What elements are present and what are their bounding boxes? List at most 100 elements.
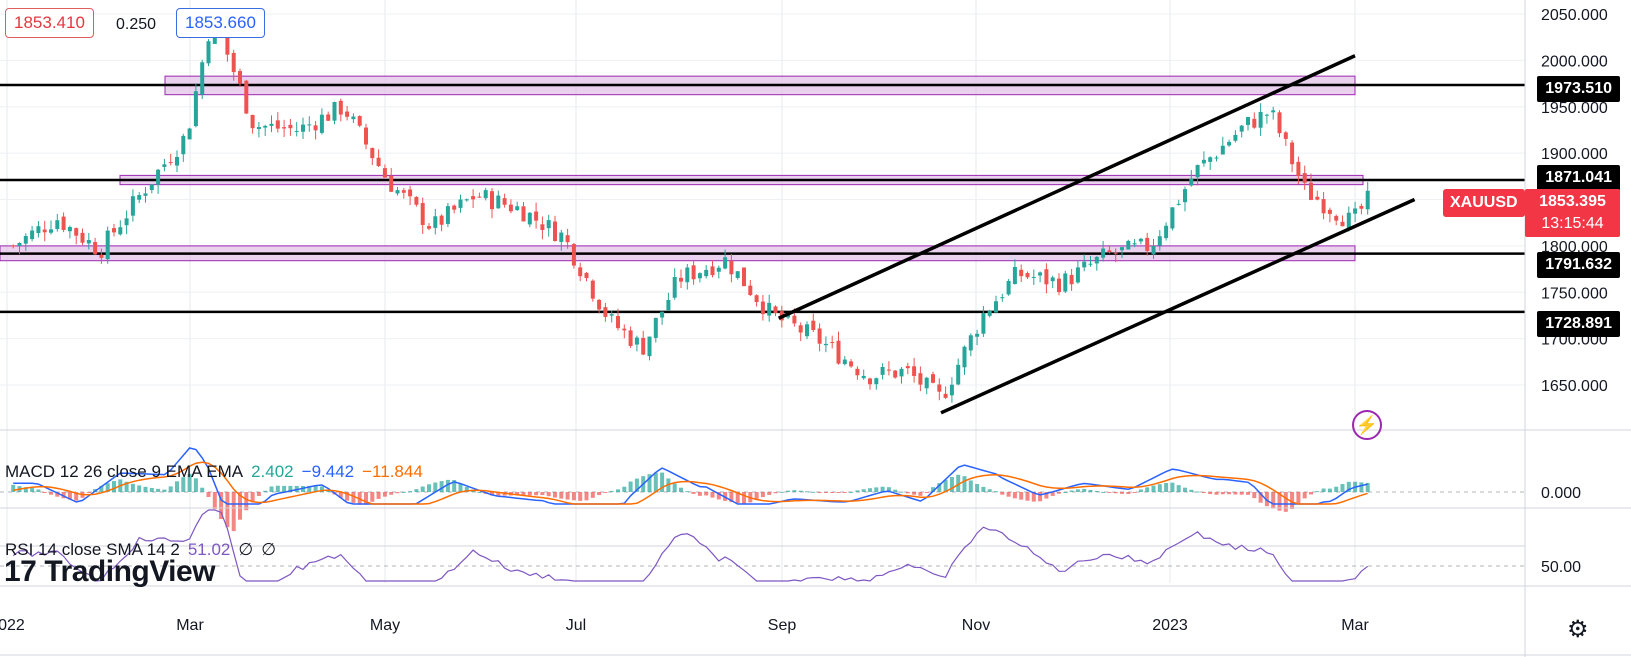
macd-hist-bar-18 (124, 481, 129, 492)
candle-body-150 (956, 364, 961, 385)
candle-body-48 (313, 125, 318, 131)
macd-hist-bar-25 (168, 486, 173, 492)
candle-body-191 (1214, 157, 1219, 159)
rsi-extra-2: ∅ (261, 540, 276, 559)
macd-hist-bar-194 (1233, 492, 1238, 495)
macd-hist-bar-199 (1264, 492, 1269, 507)
candle-body-17 (118, 227, 123, 235)
time-axis[interactable]: 2022 Mar May Jul Sep Nov 2023 Mar (0, 617, 1369, 634)
price-tick-1: 2000.000 (1541, 53, 1608, 70)
candle-body-84 (540, 224, 545, 231)
candle-body-183 (1164, 225, 1169, 239)
candle-body-81 (521, 206, 526, 222)
macd-hist-bar-90 (578, 492, 583, 501)
macd-hist-bar-48 (313, 485, 318, 492)
rsi-axis-tick: 50.00 (1541, 559, 1581, 576)
candle-body-96 (616, 316, 621, 329)
trend-channel (777, 54, 1416, 415)
price-tick-8: 1650.000 (1541, 378, 1608, 395)
candle-body-41 (269, 123, 274, 126)
macd-hist-bar-14 (99, 485, 104, 492)
macd-hist-bar-0 (11, 484, 16, 492)
macd-hist-bar-65 (420, 486, 425, 492)
candle-body-138 (880, 366, 885, 375)
lightning-icon[interactable]: ⚡ (1352, 410, 1382, 440)
candle-body-37 (244, 80, 249, 114)
channel-upper-line (777, 54, 1356, 320)
candle-body-142 (905, 366, 910, 369)
macd-hist-bar-105 (672, 483, 677, 492)
macd-hist-bar-191 (1214, 492, 1219, 495)
candle-body-155 (987, 310, 992, 316)
rsi-legend[interactable]: RSI 14 close SMA 14 2 51.02 ∅ ∅ (5, 540, 284, 560)
macd-hist-bar-204 (1296, 492, 1301, 504)
settings-gear-icon[interactable]: ⚙ (1567, 616, 1589, 643)
candle-body-201 (1277, 112, 1282, 134)
macd-hist-bar-203 (1290, 492, 1295, 510)
macd-hist-bar-15 (105, 483, 110, 492)
candle-body-0 (11, 245, 16, 247)
macd-hist-value: 2.402 (251, 462, 294, 481)
macd-hist-bar-39 (256, 492, 261, 497)
candle-body-95 (609, 314, 614, 316)
candle-body-124 (792, 315, 797, 324)
candle-body-85 (546, 220, 551, 229)
macd-hist-bar-155 (987, 489, 992, 492)
macd-hist-bar-197 (1252, 492, 1257, 499)
symbol-label[interactable]: XAUUSD (1443, 189, 1525, 217)
candle-body-68 (439, 215, 444, 225)
candle-body-67 (433, 216, 438, 228)
candle-body-13 (93, 242, 98, 255)
macd-hist-bar-59 (382, 492, 387, 497)
macd-hist-bar-198 (1258, 492, 1263, 503)
macd-hist-bar-160 (1019, 492, 1024, 500)
macd-hist-bar-158 (1006, 492, 1011, 497)
candle-body-154 (981, 313, 986, 334)
macd-hist-bar-164 (1044, 492, 1049, 499)
macd-hist-bar-5 (42, 492, 47, 493)
macd-hist-bar-139 (886, 487, 891, 492)
candle-body-18 (124, 218, 129, 226)
macd-hist-bar-124 (792, 490, 797, 492)
candle-body-19 (130, 196, 135, 216)
macd-hist-bar-196 (1246, 492, 1251, 495)
candle-body-149 (949, 384, 954, 396)
macd-legend[interactable]: MACD 12 26 close 9 EMA EMA 2.402 −9.442 −11… (5, 462, 431, 482)
candle-body-53 (345, 111, 350, 117)
candle-body-199 (1264, 114, 1269, 116)
candle-body-161 (1025, 273, 1030, 278)
bid-price-box[interactable]: 1853.410 (5, 8, 94, 38)
candle-body-181 (1151, 246, 1156, 255)
macd-hist-bar-116 (742, 492, 747, 504)
candle-body-26 (175, 156, 180, 166)
candle-body-131 (836, 340, 841, 364)
candle-body-74 (477, 196, 482, 198)
macd-hist-bar-166 (1057, 492, 1062, 494)
macd-hist-bar-16 (112, 481, 117, 492)
candle-body-198 (1258, 111, 1263, 128)
macd-hist-bar-136 (868, 488, 873, 492)
macd-hist-bar-192 (1220, 492, 1225, 495)
candle-body-8 (61, 216, 66, 230)
candle-body-194 (1233, 134, 1238, 141)
candle-body-7 (55, 220, 60, 230)
macd-hist-bar-114 (729, 492, 734, 503)
macd-hist-bar-52 (338, 492, 343, 498)
candle-body-132 (842, 359, 847, 365)
macd-hist-bar-215 (1365, 482, 1370, 492)
candle-body-196 (1246, 117, 1251, 125)
candle-body-179 (1138, 238, 1143, 242)
candle-body-15 (105, 230, 110, 260)
candle-body-4 (36, 226, 41, 234)
candle-body-188 (1195, 165, 1200, 178)
macd-hist-bar-119 (760, 492, 765, 498)
ask-price-box[interactable]: 1853.660 (176, 8, 265, 38)
candle-body-144 (918, 373, 923, 385)
candle-body-40 (263, 125, 268, 128)
candle-body-175 (1113, 252, 1118, 254)
candle-body-64 (414, 196, 419, 205)
candle-body-46 (301, 124, 306, 132)
candle-body-34 (225, 35, 230, 55)
macd-hist-bar-209 (1327, 488, 1332, 492)
